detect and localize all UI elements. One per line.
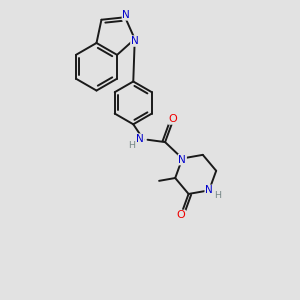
Text: N: N [122, 10, 130, 20]
Text: H: H [214, 191, 221, 200]
Text: O: O [176, 211, 185, 220]
Text: N: N [178, 155, 186, 165]
Text: N: N [136, 134, 144, 144]
Text: N: N [205, 185, 213, 195]
Text: N: N [131, 36, 139, 46]
Text: H: H [128, 141, 135, 150]
Text: O: O [168, 114, 177, 124]
